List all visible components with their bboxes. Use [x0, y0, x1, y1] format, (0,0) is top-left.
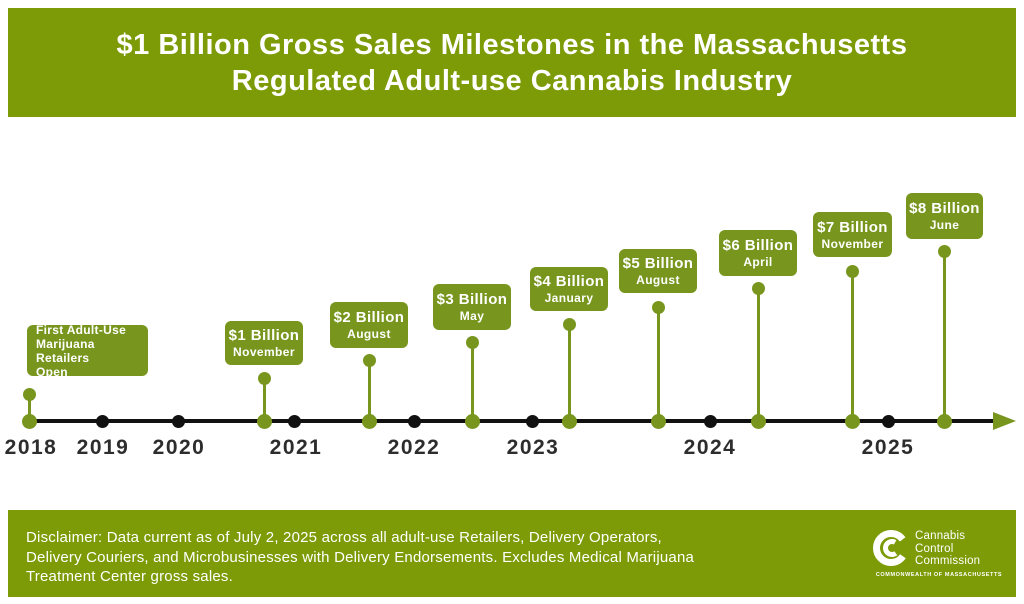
- timeline-axis: [29, 419, 996, 423]
- milestone-month: August: [636, 273, 680, 287]
- disclaimer-line1: Disclaimer: Data current as of July 2, 2…: [26, 529, 662, 546]
- milestone-stem: [27, 394, 31, 421]
- milestone-top-dot: [651, 300, 665, 314]
- axis-arrowhead-icon: [993, 412, 1016, 430]
- milestone-base-dot: [361, 413, 377, 429]
- milestone-base-dot: [561, 413, 577, 429]
- milestone-label-box: $8 Billion June: [906, 193, 983, 239]
- chart-title-line1: $1 Billion Gross Sales Milestones in the…: [116, 28, 908, 61]
- milestone-stem: [756, 288, 760, 421]
- milestone-amount: $1 Billion: [228, 327, 300, 344]
- milestone-stem: [567, 324, 571, 421]
- milestone-amount: $8 Billion: [909, 200, 980, 217]
- milestone-stem: [470, 342, 474, 421]
- year-label-2021: 2021: [269, 436, 323, 459]
- milestone-base-dot: [650, 413, 666, 429]
- header-band: $1 Billion Gross Sales Milestones in the…: [8, 8, 1016, 117]
- milestone-base-dot: [750, 413, 766, 429]
- chart-title-line2: Regulated Adult-use Cannabis Industry: [231, 64, 793, 97]
- milestone-stem: [942, 251, 946, 421]
- year-label-2018: 2018: [4, 436, 58, 459]
- milestone-amount: $7 Billion: [817, 218, 888, 236]
- logo-name-line2: Control: [915, 542, 954, 555]
- year-tick-2025: [881, 414, 895, 428]
- milestone-month: November: [233, 345, 295, 359]
- year-label-2024: 2024: [683, 436, 737, 459]
- milestone-top-dot: [937, 244, 951, 258]
- milestone-amount: $3 Billion: [436, 291, 508, 308]
- milestone-top-dot: [257, 371, 271, 385]
- milestone-top-dot: [465, 335, 479, 349]
- year-tick-2024: [703, 414, 717, 428]
- year-label-2025: 2025: [861, 436, 915, 459]
- milestone-amount: $4 Billion: [533, 273, 605, 290]
- milestone-base-dot: [21, 413, 37, 429]
- milestone-month: May: [459, 309, 485, 323]
- year-tick-2023: [525, 414, 539, 428]
- footer-band: Disclaimer: Data current as of July 2, 2…: [8, 510, 1016, 597]
- milestone-top-dot: [562, 317, 576, 331]
- ccc-monogram-icon: [873, 530, 909, 566]
- year-tick-2022: [407, 414, 421, 428]
- year-label-2022: 2022: [387, 436, 441, 459]
- milestone-month: November: [821, 236, 884, 251]
- milestone-stem: [367, 360, 371, 421]
- year-label-2019: 2019: [76, 436, 130, 459]
- milestone-label-box: First Adult-Use Marijuana Retailers Open: [27, 322, 148, 379]
- milestone-month: January: [544, 291, 594, 305]
- milestone-base-dot: [464, 413, 480, 429]
- milestone-label-box: $7 Billion November: [813, 212, 892, 257]
- milestone-top-dot: [845, 264, 859, 278]
- milestone-amount: $2 Billion: [333, 309, 405, 326]
- logo-name-line1: Cannabis: [915, 530, 966, 542]
- year-label-2020: 2020: [152, 436, 206, 459]
- milestone-amount: $5 Billion: [622, 255, 694, 272]
- milestone-label-box: $1 Billion November: [225, 321, 303, 365]
- milestone-top-dot: [362, 353, 376, 367]
- milestone-base-dot: [256, 413, 272, 429]
- milestone-top-dot: [751, 281, 765, 295]
- milestone-base-dot: [844, 413, 860, 429]
- milestone-top-dot: [22, 387, 36, 401]
- disclaimer-line3: Treatment Center gross sales.: [26, 568, 233, 585]
- milestone-month: April: [743, 255, 773, 269]
- milestone-label-box: $6 Billion April: [719, 230, 797, 276]
- disclaimer-text: Disclaimer: Data current as of July 2, 2…: [26, 528, 796, 587]
- year-tick-2020: [171, 414, 185, 428]
- milestone-month: August: [347, 327, 391, 341]
- milestone-label-box: $5 Billion August: [619, 249, 697, 293]
- year-tick-2021: [287, 414, 301, 428]
- milestone-note: First Adult-Use Marijuana Retailers Open: [36, 322, 127, 379]
- ccc-logo: Cannabis Control Commission COMMONWEALTH…: [872, 528, 1008, 578]
- logo-tagline: COMMONWEALTH OF MASSACHUSETTS: [875, 572, 1003, 578]
- milestone-stem: [850, 271, 854, 421]
- year-tick-2019: [95, 414, 109, 428]
- disclaimer-line2: Delivery Couriers, and Microbusinesses w…: [26, 548, 695, 566]
- milestone-label-box: $3 Billion May: [433, 284, 511, 330]
- milestone-label-box: $2 Billion August: [330, 302, 408, 348]
- milestone-month: June: [929, 218, 960, 232]
- year-label-2023: 2023: [506, 436, 560, 459]
- milestone-stem: [656, 307, 660, 421]
- milestone-amount: $6 Billion: [722, 237, 794, 254]
- milestone-label-box: $4 Billion January: [530, 267, 608, 311]
- milestone-stem: [262, 378, 266, 421]
- milestone-base-dot: [936, 413, 952, 429]
- logo-name-line3: Commission: [915, 555, 981, 567]
